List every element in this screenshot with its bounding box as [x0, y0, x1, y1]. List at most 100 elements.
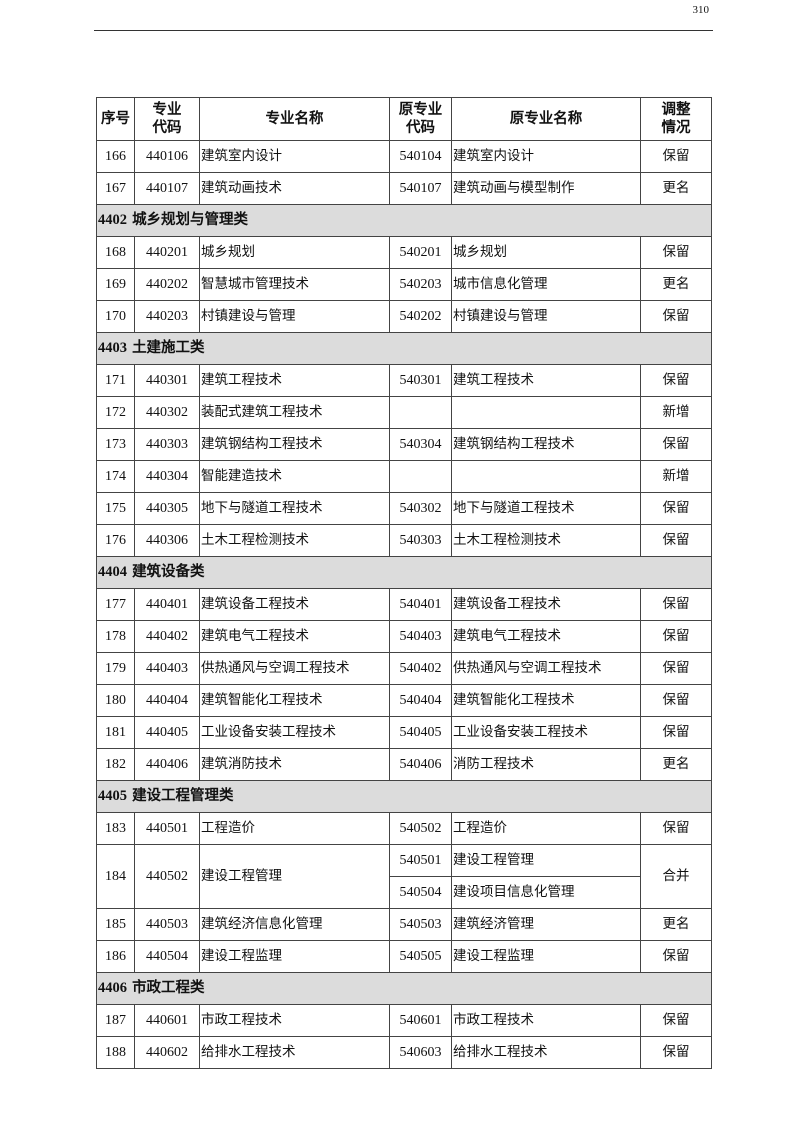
section-code: 4403	[98, 340, 127, 356]
seq-cell: 166	[96, 140, 135, 173]
orig-name-cell: 村镇建设与管理	[451, 300, 641, 333]
code-cell: 440201	[134, 236, 200, 269]
orig-code-cell: 540404	[389, 684, 452, 717]
header-seq: 序号	[96, 97, 135, 141]
orig-code-cell: 540202	[389, 300, 452, 333]
status-cell: 更名	[640, 172, 712, 205]
orig-code-cell: 540502	[389, 812, 452, 845]
section-code: 4404	[98, 564, 127, 580]
orig-name-cell: 建筑智能化工程技术	[451, 684, 641, 717]
page-number: 310	[692, 4, 710, 16]
status-cell: 更名	[640, 268, 712, 301]
table-row: 169 440202 智慧城市管理技术 540203 城市信息化管理 更名	[96, 268, 712, 301]
code-cell: 440305	[134, 492, 200, 525]
status-cell: 保留	[640, 300, 712, 333]
section-title: 建设工程管理类	[132, 788, 234, 804]
code-cell: 440306	[134, 524, 200, 557]
code-cell: 440504	[134, 940, 200, 973]
table-row: 170 440203 村镇建设与管理 540202 村镇建设与管理 保留	[96, 300, 712, 333]
seq-cell: 177	[96, 588, 135, 621]
seq-cell: 178	[96, 620, 135, 653]
table-row: 184 440502 建设工程管理 540501 建设工程管理 合并	[96, 844, 712, 909]
section-row: 4402 城乡规划与管理类	[96, 204, 712, 237]
header-status: 调整 情况	[640, 97, 712, 141]
table-row: 540504 建设项目信息化管理	[97, 876, 712, 909]
code-cell: 440302	[134, 396, 200, 429]
orig-name-cell: 给排水工程技术	[451, 1036, 641, 1069]
code-cell: 440106	[134, 140, 200, 173]
orig-code-cell: 540603	[389, 1036, 452, 1069]
orig-code-cell: 540405	[389, 716, 452, 749]
orig-name-cell: 建筑室内设计	[451, 140, 641, 173]
orig-name-cell: 建筑设备工程技术	[451, 588, 641, 621]
table-row: 181 440405 工业设备安装工程技术 540405 工业设备安装工程技术 保留	[96, 716, 712, 749]
orig-name-cell: 工业设备安装工程技术	[451, 716, 641, 749]
orig-code-cell: 540104	[389, 140, 452, 173]
status-cell: 保留	[640, 812, 712, 845]
section-code: 4406	[98, 980, 127, 996]
name-cell: 土木工程检测技术	[199, 524, 390, 557]
seq-cell: 181	[96, 716, 135, 749]
name-cell: 工程造价	[199, 812, 390, 845]
status-cell: 更名	[640, 908, 712, 941]
code-cell: 440203	[134, 300, 200, 333]
status-cell: 保留	[640, 620, 712, 653]
name-cell: 智能建造技术	[199, 460, 390, 493]
table-row: 173 440303 建筑钢结构工程技术 540304 建筑钢结构工程技术 保留	[96, 428, 712, 461]
orig-name-cell	[451, 396, 641, 429]
section-title: 城乡规划与管理类	[132, 212, 249, 228]
table-row: 179 440403 供热通风与空调工程技术 540402 供热通风与空调工程技术 保留	[96, 652, 712, 685]
name-cell: 地下与隧道工程技术	[199, 492, 390, 525]
table-row: 178 440402 建筑电气工程技术 540403 建筑电气工程技术 保留	[96, 620, 712, 653]
orig-code-cell: 540201	[389, 236, 452, 269]
orig-name-cell: 建筑工程技术	[451, 364, 641, 397]
table-row: 182 440406 建筑消防技术 540406 消防工程技术 更名	[96, 748, 712, 781]
section-title: 市政工程类	[132, 980, 205, 996]
seq-cell: 179	[96, 652, 135, 685]
code-cell: 440202	[134, 268, 200, 301]
status-cell: 保留	[640, 524, 712, 557]
code-cell: 440401	[134, 588, 200, 621]
header-orig-code: 原专业 代码	[389, 97, 452, 141]
table-row: 168 440201 城乡规划 540201 城乡规划 保留	[96, 236, 712, 269]
header-code: 专业 代码	[134, 97, 200, 141]
table-row: 171 440301 建筑工程技术 540301 建筑工程技术 保留	[96, 364, 712, 397]
orig-code-cell: 540503	[389, 908, 452, 941]
orig-name-cell: 建筑经济管理	[451, 908, 641, 941]
name-cell: 城乡规划	[199, 236, 390, 269]
section-heading: 4403 土建施工类	[96, 332, 712, 365]
status-cell: 保留	[640, 236, 712, 269]
header-name: 专业名称	[199, 97, 390, 141]
table-row: 187 440601 市政工程技术 540601 市政工程技术 保留	[96, 1004, 712, 1037]
status-cell: 保留	[640, 652, 712, 685]
header-rule	[94, 30, 713, 31]
orig-name-cell: 市政工程技术	[451, 1004, 641, 1037]
section-row: 4406 市政工程类	[96, 972, 712, 1005]
section-row: 4405 建设工程管理类	[96, 780, 712, 813]
status-cell: 保留	[640, 588, 712, 621]
code-cell: 440601	[134, 1004, 200, 1037]
section-row: 4404 建筑设备类	[96, 556, 712, 589]
orig-name-cell	[451, 460, 641, 493]
section-heading: 4406 市政工程类	[96, 972, 712, 1005]
orig-name-cell: 建设项目信息化管理	[451, 876, 641, 909]
table-row: 183 440501 工程造价 540502 工程造价 保留	[96, 812, 712, 845]
name-cell: 建设工程监理	[199, 940, 390, 973]
seq-cell: 186	[96, 940, 135, 973]
name-cell: 建筑经济信息化管理	[199, 908, 390, 941]
name-cell: 智慧城市管理技术	[199, 268, 390, 301]
status-cell: 合并	[640, 844, 712, 909]
seq-cell: 174	[96, 460, 135, 493]
name-cell: 建筑工程技术	[199, 364, 390, 397]
seq-cell: 172	[96, 396, 135, 429]
seq-cell: 173	[96, 428, 135, 461]
section-heading: 4404 建筑设备类	[96, 556, 712, 589]
code-cell: 440405	[134, 716, 200, 749]
seq-cell: 169	[96, 268, 135, 301]
seq-cell: 168	[96, 236, 135, 269]
seq-cell: 185	[96, 908, 135, 941]
code-cell: 440602	[134, 1036, 200, 1069]
status-cell: 保留	[640, 140, 712, 173]
orig-code-cell: 540107	[389, 172, 452, 205]
orig-name-cell: 城乡规划	[451, 236, 641, 269]
